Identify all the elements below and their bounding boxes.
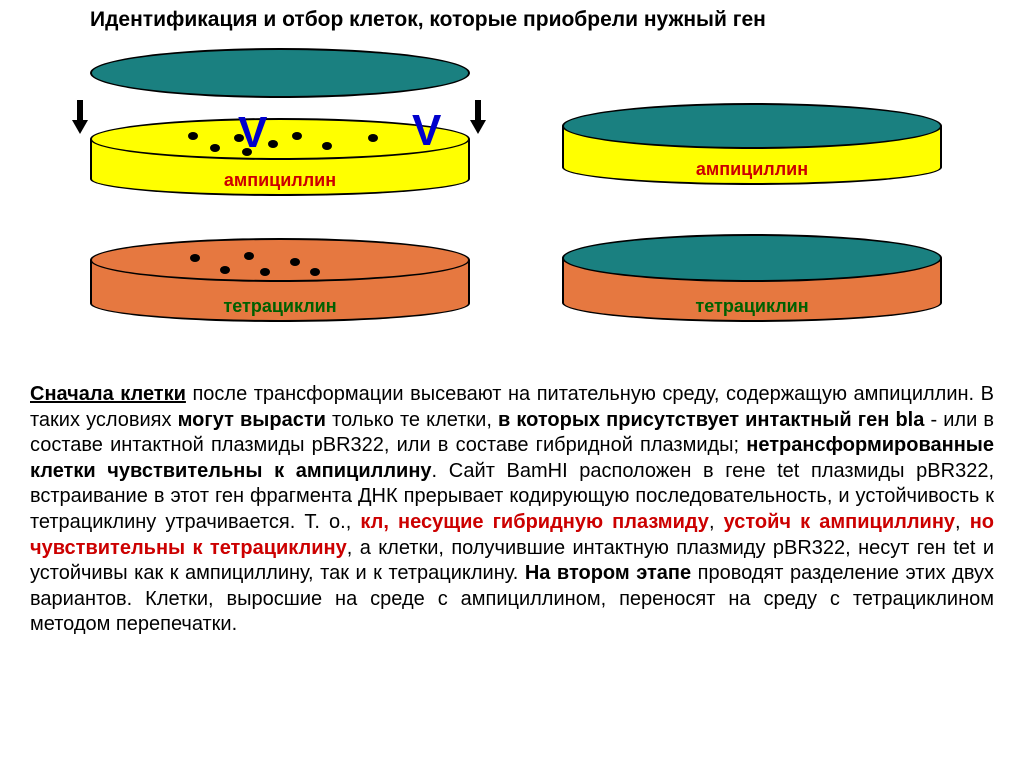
colony-dot — [310, 268, 320, 276]
text-run: , — [955, 511, 970, 533]
diagram-area: VVампициллин ампициллин тетрациклин тетр… — [0, 48, 1024, 378]
arrow-right — [470, 100, 486, 136]
dish-ampicillin-right: ампициллин — [562, 103, 942, 185]
arrow-left — [72, 100, 88, 136]
tet_left-surface — [90, 238, 470, 282]
page-title: Идентификация и отбор клеток, которые пр… — [90, 8, 984, 32]
checkmark-icon: V — [412, 106, 441, 156]
text-run: кл, несущие гибридную плазмиду — [360, 511, 709, 533]
text-run: могут вырасти — [178, 409, 326, 431]
text-run: На втором этапе — [525, 562, 691, 584]
text-run: только те клетки, — [326, 409, 498, 431]
colony-dot — [190, 254, 200, 262]
colony-dot — [220, 266, 230, 274]
checkmark-icon: V — [238, 108, 267, 158]
colony-dot — [260, 268, 270, 276]
colony-dot — [292, 132, 302, 140]
dish-lid — [90, 48, 470, 98]
body-paragraph: Сначала клетки после трансформации высев… — [30, 382, 994, 638]
amp_right-surface — [562, 103, 942, 149]
dish-tetracycline-left: тетрациклин — [90, 238, 470, 322]
colony-dot — [322, 142, 332, 150]
text-run: устойч к ампициллину — [724, 511, 955, 533]
tet_right-surface — [562, 234, 942, 282]
colony-dot — [368, 134, 378, 142]
text-run: Сначала клетки — [30, 383, 186, 405]
tet_left-label: тетрациклин — [90, 296, 470, 317]
dish-tetracycline-right: тетрациклин — [562, 234, 942, 322]
amp_left-label: ампициллин — [90, 170, 470, 191]
colony-dot — [244, 252, 254, 260]
colony-dot — [188, 132, 198, 140]
colony-dot — [210, 144, 220, 152]
tet_right-label: тетрациклин — [562, 296, 942, 317]
dish-lid-surface — [90, 48, 470, 98]
colony-dot — [290, 258, 300, 266]
amp_right-label: ампициллин — [562, 159, 942, 180]
colony-dot — [268, 140, 278, 148]
dish-ampicillin-left: VVампициллин — [90, 118, 470, 196]
text-run: , — [709, 511, 724, 533]
text-run: в которых присутствует интактный ген bla — [498, 409, 924, 431]
